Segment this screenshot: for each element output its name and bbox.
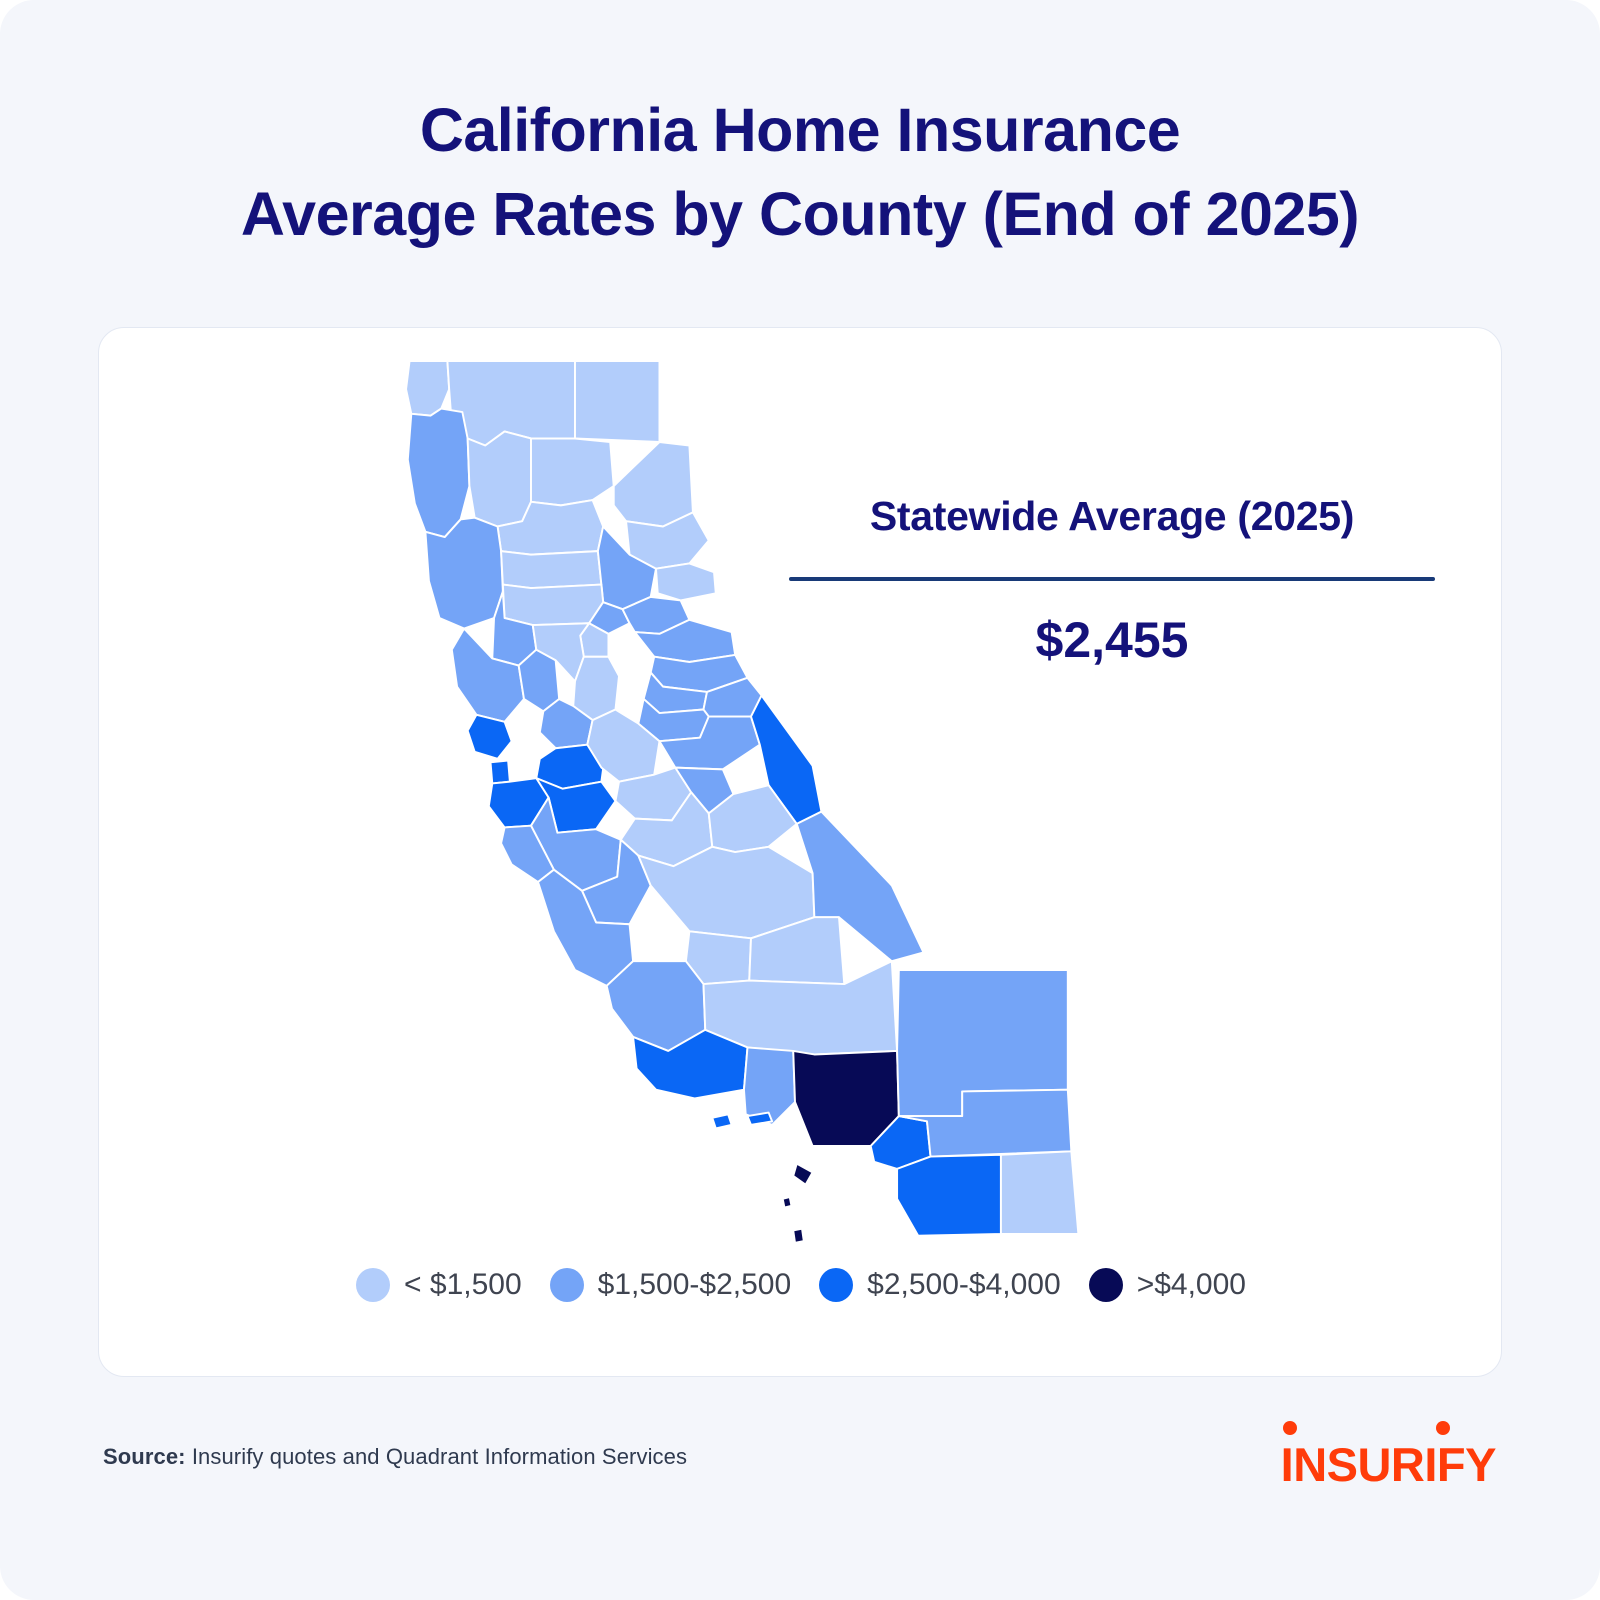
legend-label: $2,500-$4,000 <box>867 1268 1061 1301</box>
page-title: California Home Insurance Average Rates … <box>240 96 1360 249</box>
insurify-logo: INSURIFY <box>1280 1421 1497 1491</box>
logo-dot-i-icon <box>1282 1421 1297 1435</box>
statewide-divider <box>789 577 1435 581</box>
county-tulare[interactable] <box>748 916 846 986</box>
map-svg <box>405 360 1080 1244</box>
legend-label: >$4,000 <box>1136 1268 1246 1301</box>
statewide-average-label: Statewide Average (2025) <box>869 493 1355 539</box>
county-humboldt[interactable] <box>406 407 471 539</box>
legend-label: $1,500-$2,500 <box>597 1268 792 1301</box>
legend-swatch-icon <box>1088 1268 1123 1302</box>
county-monterey[interactable] <box>537 868 635 987</box>
channel-island-5 <box>792 1227 805 1244</box>
county-glenn[interactable] <box>500 550 603 590</box>
logo-wordmark: INSURIFY <box>1280 1438 1497 1491</box>
logo-dot-second-i-icon <box>1435 1421 1450 1435</box>
county-san-francisco[interactable] <box>489 759 511 785</box>
legend-item: < $1,500 <box>356 1268 522 1302</box>
county-sierra[interactable] <box>654 562 717 602</box>
county-mendocino[interactable] <box>424 516 504 630</box>
statewide-average-value: $2,455 <box>1035 612 1189 668</box>
legend-swatch-icon <box>356 1268 391 1302</box>
county-riverside[interactable] <box>897 1088 1073 1158</box>
channel-island-2 <box>746 1111 774 1126</box>
california-county-choropleth-map <box>371 358 1171 1258</box>
legend-item: $1,500-$2,500 <box>549 1268 792 1302</box>
county-yuba[interactable] <box>588 601 631 635</box>
legend-swatch-icon <box>549 1268 584 1302</box>
channel-island-4 <box>781 1196 793 1209</box>
map-legend: < $1,500 $1,500-$2,500 $2,500-$4,000 >$4,00… <box>99 1268 1503 1302</box>
legend-label: < $1,500 <box>404 1268 522 1301</box>
county-lassen[interactable] <box>612 441 694 528</box>
legend-item: >$4,000 <box>1088 1268 1246 1302</box>
legend-swatch-icon <box>819 1268 854 1302</box>
insurify-logo-text: INSURIFY <box>1280 1421 1497 1491</box>
county-trinity[interactable] <box>466 430 532 528</box>
map-card: Statewide Average (2025) $2,455 < $1,500… <box>98 327 1502 1377</box>
source-label: Source: <box>103 1444 186 1469</box>
channel-island-1 <box>711 1113 733 1130</box>
county-colusa[interactable] <box>501 583 605 627</box>
county-marin[interactable] <box>466 713 513 760</box>
legend-item: $2,500-$4,000 <box>819 1268 1061 1302</box>
source-note: Source: Insurify quotes and Quadrant Inf… <box>103 1444 687 1470</box>
county-san-diego[interactable] <box>896 1153 1002 1237</box>
channel-island-3 <box>792 1162 814 1186</box>
county-shasta[interactable] <box>530 437 615 507</box>
source-text: Insurify quotes and Quadrant Information… <box>185 1444 688 1469</box>
county-modoc[interactable] <box>574 360 661 443</box>
county-imperial[interactable] <box>999 1150 1080 1235</box>
statewide-average-panel: Statewide Average (2025) $2,455 <box>789 493 1435 669</box>
county-del-norte[interactable] <box>405 360 451 417</box>
